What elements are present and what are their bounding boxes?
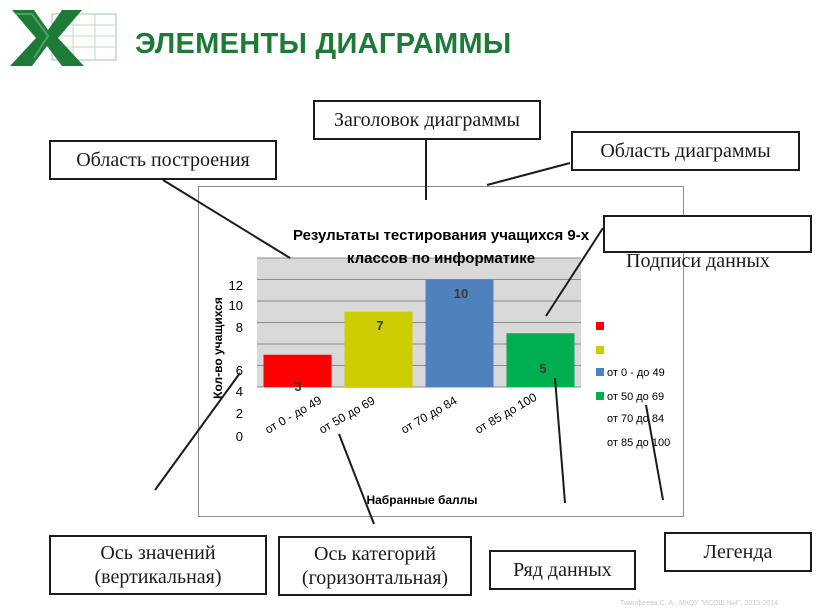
chart-title-line2: классов по информатике	[347, 250, 535, 267]
pointer-chart-area	[486, 162, 571, 186]
y-tick-label: 12	[229, 278, 243, 293]
callout-plot-area: Область построения	[49, 140, 277, 180]
x-tick-label: от 85 до 100	[473, 390, 540, 437]
legend-item: от 50 до 69	[607, 391, 664, 403]
pointer-value-axis	[154, 372, 241, 491]
legend-swatch	[596, 392, 604, 400]
callout-value-axis-line2: (вертикальная)	[94, 566, 222, 588]
y-tick-label: 6	[236, 363, 243, 378]
bar	[263, 354, 332, 387]
callout-data-labels	[603, 215, 812, 253]
y-tick-label: 10	[229, 298, 243, 313]
y-tick-label: 8	[236, 320, 243, 335]
x-tick-label: от 70 до 84	[399, 393, 460, 436]
y-axis-title: Кол-во учащихся	[211, 297, 225, 399]
pointer-legend	[645, 404, 664, 501]
legend-swatch	[596, 346, 604, 354]
data-label: 10	[454, 286, 468, 301]
legend-item: от 70 до 84	[607, 413, 664, 425]
callout-category-axis-line1: Ось категорий	[314, 543, 436, 565]
data-label: 7	[376, 318, 383, 333]
y-tick-label: 0	[236, 429, 243, 444]
legend-item: от 85 до 100	[607, 437, 670, 449]
x-axis-title: Набранные баллы	[366, 493, 477, 507]
callout-category-axis: Ось категорий (горизонтальная)	[278, 536, 472, 596]
callout-data-series: Ряд данных	[489, 550, 636, 590]
slide-footer: Тимофеева С. А., МКОУ "ИСОШ №4", 2013-20…	[620, 600, 779, 607]
y-tick-label: 2	[236, 406, 243, 421]
data-label: 3	[294, 379, 301, 394]
callout-value-axis: Ось значений (вертикальная)	[49, 535, 267, 595]
callout-chart-area: Область диаграммы	[571, 131, 800, 171]
legend-item: от 0 - до 49	[607, 367, 665, 379]
callout-category-axis-line2: (горизонтальная)	[301, 567, 449, 589]
y-tick-label: 4	[236, 384, 243, 399]
slide-title: ЭЛЕМЕНТЫ ДИАГРАММЫ	[135, 28, 512, 60]
bar	[344, 311, 413, 387]
bar	[425, 279, 494, 387]
excel-logo-icon	[10, 10, 117, 66]
data-label: 5	[539, 361, 546, 376]
bar	[506, 333, 575, 387]
chart-title-line1: Результаты тестирования учащихся 9-х	[293, 227, 590, 244]
x-tick-label: от 0 - до 49	[263, 393, 325, 437]
pointer-category-axis	[338, 433, 375, 525]
callout-chart-title: Заголовок диаграммы	[313, 100, 541, 140]
pointer-data-labels	[545, 227, 604, 317]
callout-pointers	[154, 140, 664, 525]
callout-data-labels-text: Подписи данных	[626, 250, 770, 272]
callout-legend: Легенда	[664, 532, 812, 572]
x-tick-label: от 50 до 69	[317, 393, 378, 436]
pointer-plot-area	[162, 179, 291, 259]
legend-swatch	[596, 368, 604, 376]
legend-swatch	[596, 322, 604, 330]
callout-value-axis-line1: Ось значений	[100, 542, 216, 564]
pointer-data-series	[554, 377, 566, 504]
